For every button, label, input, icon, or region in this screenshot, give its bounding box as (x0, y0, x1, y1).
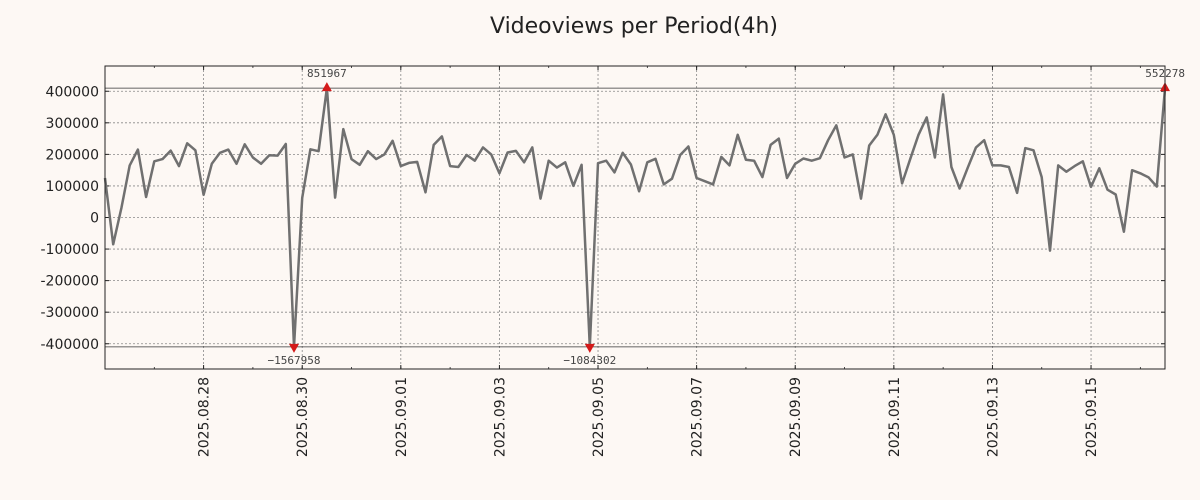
y-tick-label: 0 (90, 211, 99, 227)
y-tick-label: 300000 (46, 116, 99, 132)
y-tick-label: -300000 (41, 305, 100, 321)
x-tick-label: 2025.09.01 (394, 377, 410, 457)
outlier-value-label: −1567958 (268, 354, 321, 367)
y-tick-label: -400000 (41, 337, 100, 353)
y-tick-label: -100000 (41, 242, 100, 258)
x-tick-label: 2025.09.03 (492, 377, 508, 457)
outlier-down-marker (288, 343, 299, 353)
y-tick-label: -200000 (41, 274, 100, 290)
outlier-up-marker (321, 82, 332, 92)
series-line (103, 86, 1167, 349)
x-tick-label: 2025.09.11 (887, 377, 903, 457)
x-tick-label: 2025.09.05 (591, 377, 607, 457)
x-tick-label: 2025.08.28 (197, 377, 213, 457)
y-tick-label: 400000 (46, 84, 99, 100)
y-tick-label: 100000 (46, 179, 99, 195)
plot-frame (104, 65, 1166, 370)
x-tick-label: 2025.09.13 (985, 377, 1001, 457)
x-tick-label: 2025.09.07 (690, 377, 706, 457)
outlier-value-label: −1084302 (563, 354, 616, 367)
x-tick-label: 2025.09.15 (1084, 377, 1100, 457)
chart-title: Videoviews per Period(4h) (490, 14, 778, 39)
x-tick-label: 2025.09.09 (788, 377, 804, 457)
outlier-down-marker (584, 343, 595, 353)
x-tick-label: 2025.08.30 (295, 377, 311, 457)
outlier-value-label: 851967 (307, 67, 347, 80)
y-tick-label: 200000 (46, 147, 99, 163)
